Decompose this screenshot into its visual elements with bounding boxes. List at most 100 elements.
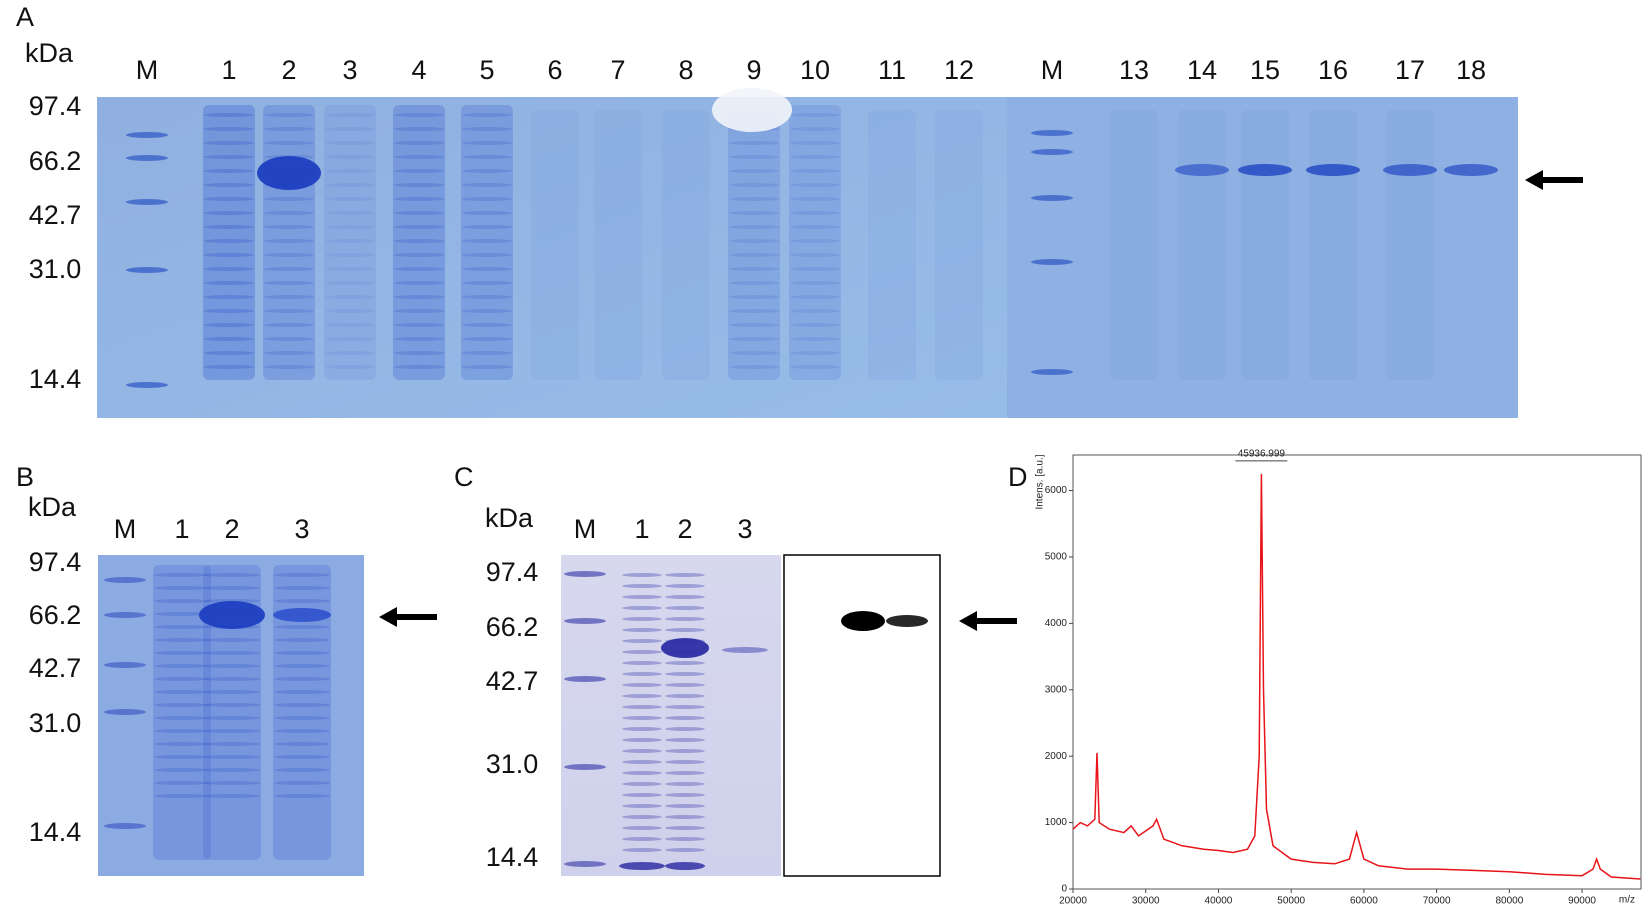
band <box>790 141 840 145</box>
band <box>564 571 606 577</box>
band <box>154 781 210 785</box>
band <box>622 837 662 841</box>
band <box>394 211 444 215</box>
band <box>325 323 375 327</box>
band <box>204 716 260 720</box>
lane-label: 15 <box>1250 55 1280 85</box>
band <box>790 169 840 173</box>
band <box>790 253 840 257</box>
band <box>154 690 210 694</box>
marker-label: 42.7 <box>486 666 539 696</box>
band <box>204 197 254 201</box>
band <box>394 183 444 187</box>
band <box>729 225 779 229</box>
lane-smear <box>531 110 579 380</box>
y-tick-label: 6000 <box>1045 485 1068 496</box>
unit-label: kDa <box>485 503 534 533</box>
marker-label: 31.0 <box>29 254 82 284</box>
band <box>622 661 662 665</box>
lane-smear <box>1178 110 1226 380</box>
band <box>264 197 314 201</box>
band <box>622 848 662 852</box>
lane-label: 2 <box>281 55 296 85</box>
band <box>204 113 254 117</box>
band <box>264 337 314 341</box>
y-tick-label: 0 <box>1061 884 1067 895</box>
band <box>1444 164 1498 176</box>
y-tick-label: 2000 <box>1045 751 1068 762</box>
x-tick-label: 90000 <box>1568 896 1596 907</box>
band <box>274 664 330 668</box>
band <box>264 225 314 229</box>
band <box>274 781 330 785</box>
band <box>790 267 840 271</box>
x-tick-label: 60000 <box>1350 896 1378 907</box>
band <box>665 606 705 610</box>
lane-label: 2 <box>224 514 239 544</box>
band <box>1031 369 1073 375</box>
band <box>665 738 705 742</box>
band <box>462 295 512 299</box>
lane-label: M <box>114 514 137 544</box>
band <box>729 351 779 355</box>
panel-label: B <box>16 462 34 492</box>
band <box>154 651 210 655</box>
band <box>790 281 840 285</box>
panel-label: A <box>16 2 34 32</box>
spectrum-chart: 20000 30000 40000 50000 60000 70000 80000 90000… <box>1035 449 1642 907</box>
plot-frame <box>1072 454 1642 890</box>
band <box>154 664 210 668</box>
band <box>264 113 314 117</box>
lane-label: 18 <box>1456 55 1486 85</box>
band <box>462 127 512 131</box>
band <box>204 155 254 159</box>
arrow <box>379 607 437 627</box>
marker-label: 31.0 <box>29 708 82 738</box>
band <box>104 662 146 668</box>
band <box>204 768 260 772</box>
band <box>273 608 331 622</box>
band <box>199 601 265 629</box>
band <box>462 225 512 229</box>
band <box>394 197 444 201</box>
band <box>325 197 375 201</box>
band <box>729 239 779 243</box>
lane-label: 14 <box>1187 55 1217 85</box>
band <box>790 239 840 243</box>
lane-smear <box>1110 110 1158 380</box>
marker-label: 97.4 <box>29 91 82 121</box>
band <box>729 365 779 369</box>
band <box>622 815 662 819</box>
band <box>665 595 705 599</box>
lane-smear <box>935 110 983 380</box>
lane-smear <box>273 565 331 860</box>
band <box>394 323 444 327</box>
x-axis-label: m/z <box>1619 895 1635 906</box>
marker-label: 42.7 <box>29 653 82 683</box>
band <box>722 647 768 653</box>
band <box>790 113 840 117</box>
band <box>462 253 512 257</box>
band <box>729 337 779 341</box>
lane-label: M <box>574 514 597 544</box>
x-tick-label: 80000 <box>1495 896 1523 907</box>
lane-smear <box>1386 110 1434 380</box>
band <box>325 141 375 145</box>
band <box>154 625 210 629</box>
band <box>325 365 375 369</box>
gel-c <box>561 555 781 876</box>
band <box>1031 195 1073 201</box>
band <box>665 749 705 753</box>
band <box>790 365 840 369</box>
band <box>622 694 662 698</box>
band <box>564 676 606 682</box>
lane-label: 3 <box>294 514 309 544</box>
band <box>204 573 260 577</box>
band <box>264 141 314 145</box>
band <box>126 267 168 273</box>
band <box>462 281 512 285</box>
band <box>665 716 705 720</box>
band <box>274 651 330 655</box>
band <box>622 617 662 621</box>
